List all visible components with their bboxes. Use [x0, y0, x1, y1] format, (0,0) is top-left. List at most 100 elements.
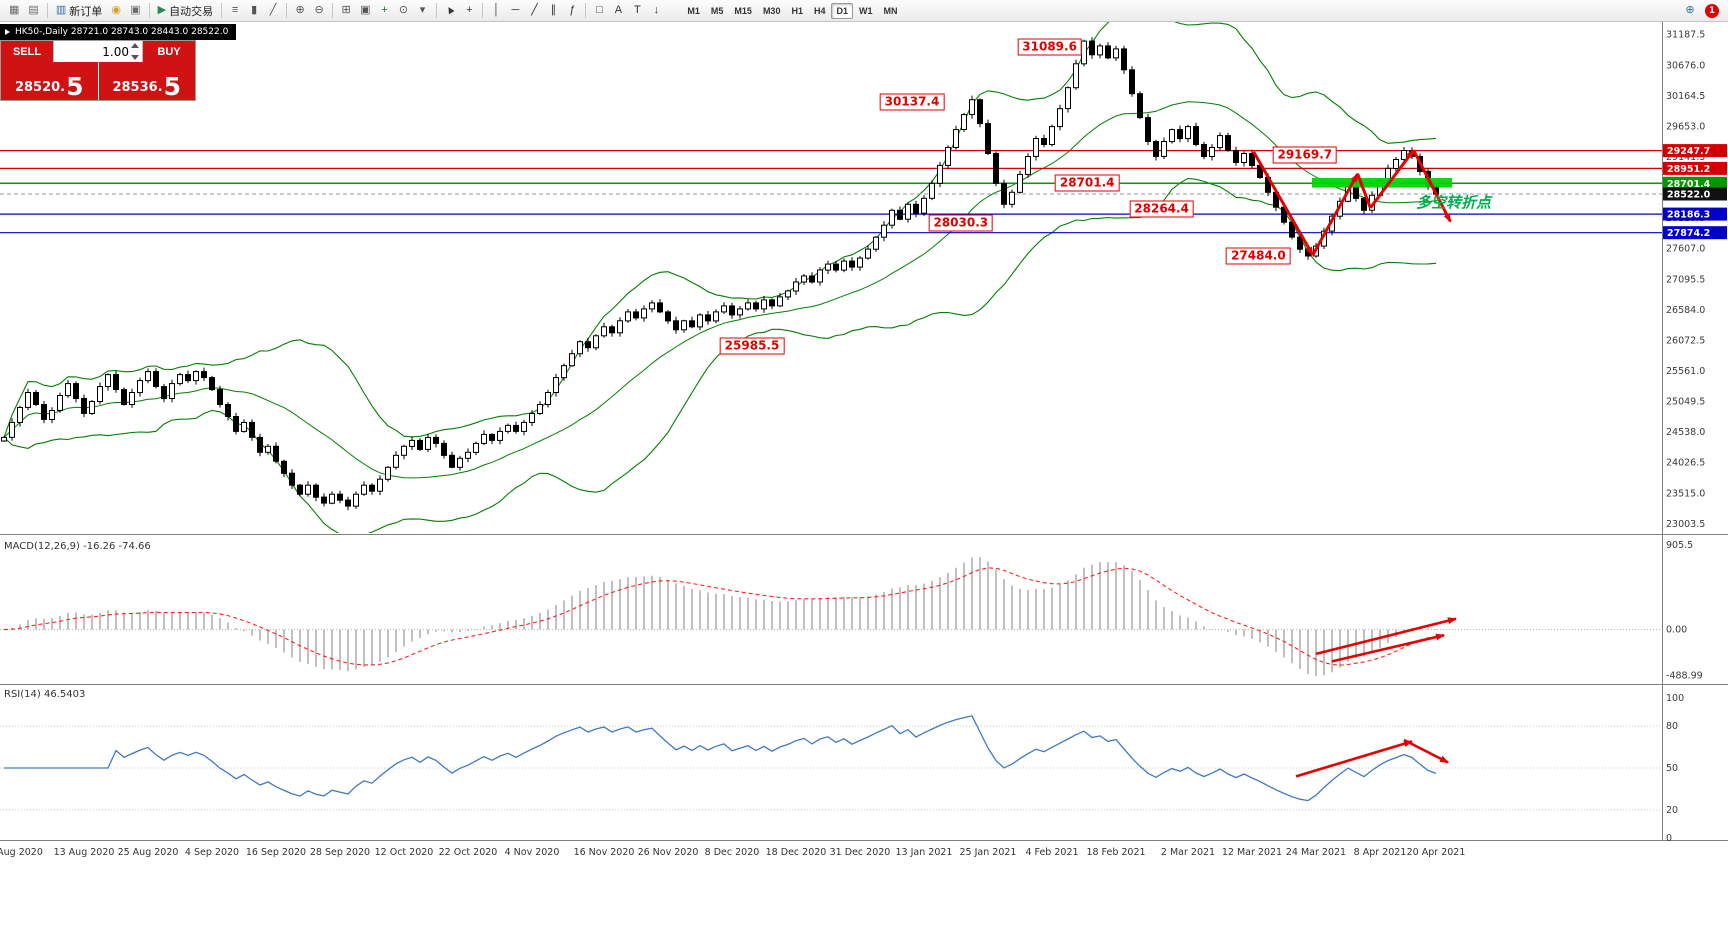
date-axis-label: 2 Mar 2021 [1161, 847, 1215, 858]
toolbar-separator [585, 3, 587, 18]
timeframe-m15-button[interactable]: M15 [729, 3, 757, 19]
toolbar-right-group: ⊕ 1 [1681, 2, 1723, 20]
trend-arrow[interactable] [1315, 617, 1457, 656]
date-axis-label: 31 Dec 2020 [830, 847, 891, 858]
channel-button[interactable]: ∥ [544, 2, 562, 20]
price-axis-tick: 24026.5 [1666, 458, 1705, 469]
trade-panel-controls: SELL 1.00 BUY [1, 41, 195, 62]
trade-panel-prices: 28520. 5 28536. 5 [1, 62, 195, 100]
profiles-button[interactable]: ▤ [24, 2, 42, 20]
search-button[interactable]: ⊕ [1681, 2, 1699, 20]
date-axis-label: Aug 2020 [0, 847, 43, 858]
trendline-icon: ╱ [531, 4, 538, 16]
line-chart-button[interactable]: ╱ [264, 2, 282, 20]
bars-chart-button[interactable]: ≡ [226, 2, 244, 20]
bollinger-bands [3, 22, 1437, 533]
price-chart: 多空转折点 MACD(12,26,9) -16.26 -74.66 RSI(14) … [0, 22, 1728, 858]
zoom-out-button[interactable]: ⊖ [310, 2, 328, 20]
fibonacci-icon: ƒ [569, 4, 576, 16]
hline-icon: ─ [511, 4, 520, 16]
trend-arrow[interactable] [1412, 149, 1452, 223]
arrows-button[interactable]: ↓ [647, 2, 665, 20]
trend-arrow[interactable] [1252, 150, 1315, 256]
date-axis-label: 25 Aug 2020 [118, 847, 179, 858]
timeframe-d1-button[interactable]: D1 [831, 2, 853, 19]
alert-icon: ◉ [111, 4, 122, 16]
chart-title-marker-icon [5, 29, 10, 35]
toolbar-separator [332, 3, 334, 18]
price-axis-tick: 25561.0 [1666, 366, 1705, 377]
sell-price[interactable]: 28520. 5 [1, 62, 99, 100]
price-axis-tick: 27095.5 [1666, 274, 1705, 285]
trend-arrow[interactable] [1311, 172, 1359, 256]
candles-chart-button[interactable]: ▮ [245, 2, 263, 20]
period-clock-button[interactable]: ⊙ [395, 2, 413, 20]
trend-arrow[interactable] [1295, 740, 1413, 778]
price-tag [1663, 207, 1727, 221]
label-button[interactable]: T [628, 2, 646, 20]
date-axis-label: 25 Jan 2021 [960, 847, 1017, 858]
cascade-windows-button[interactable]: ▣ [356, 2, 374, 20]
tile-windows-button[interactable]: ⊞ [337, 2, 355, 20]
timeframe-h4-button[interactable]: H4 [809, 3, 831, 19]
buy-price-main: 28536. [112, 79, 163, 95]
zoom-in-button[interactable]: ⊕ [291, 2, 309, 20]
trend-arrow[interactable] [1356, 173, 1372, 209]
buy-button[interactable]: BUY [143, 41, 195, 62]
toolbar-separator [286, 3, 288, 18]
timeframe-m30-button[interactable]: M30 [758, 3, 786, 19]
cursor-button[interactable]: ▲ [441, 2, 460, 20]
timeframe-h1-button[interactable]: H1 [786, 3, 808, 19]
rsi-pane [0, 715, 1662, 811]
timeframe-m1-button[interactable]: M1 [682, 3, 705, 19]
rsi-label: RSI(14) 46.5403 [4, 689, 85, 700]
rsi-axis-tick: 100 [1666, 693, 1684, 704]
price-axis-tick: 26584.0 [1666, 305, 1705, 316]
new-order-button[interactable]: ▥ 新订单 [52, 2, 106, 20]
auto-trading-button[interactable]: ▶ 自动交易 [154, 2, 217, 20]
toolbar: ▦ ▤ ▥ 新订单 ◉ ▣ ▶ 自动交易 ≡ ▮ ╱ ⊕ ⊖ ⊞ ▣ + ⊙ ▾ ▲ + │ ─ ╱ ∥ ƒ □ A T ↓ M1 M5 M1… [0, 0, 1728, 22]
fibonacci-button[interactable]: ƒ [563, 2, 581, 20]
sell-button[interactable]: SELL [1, 41, 53, 62]
timeframe-w1-button[interactable]: W1 [854, 3, 878, 19]
highlight-zone[interactable] [1312, 178, 1452, 188]
buy-price-big: 5 [163, 71, 182, 101]
indicators-button[interactable]: + [376, 2, 394, 20]
buy-price[interactable]: 28536. 5 [99, 62, 196, 100]
toolbar-separator [46, 3, 48, 18]
date-axis-label: 4 Nov 2020 [505, 847, 560, 858]
volume-decrease-icon[interactable] [131, 55, 139, 60]
templates-button[interactable]: ▾ [414, 2, 432, 20]
new-chart-button[interactable]: ▦ [5, 2, 23, 20]
print-button[interactable]: ▣ [126, 2, 144, 20]
volume-stepper[interactable]: 1.00 [53, 41, 143, 62]
rsi-axis-tick: 50 [1666, 763, 1678, 774]
macd-axis-tick: 0.00 [1666, 625, 1687, 636]
volume-increase-icon[interactable] [131, 43, 139, 48]
shapes-button[interactable]: □ [590, 2, 608, 20]
timeframe-mn-button[interactable]: MN [879, 3, 903, 19]
trendline-button[interactable]: ╱ [525, 2, 543, 20]
price-axis-tick: 30676.0 [1666, 60, 1705, 71]
notification-badge[interactable]: 1 [1705, 3, 1719, 18]
zoom-in-icon: ⊕ [295, 4, 305, 16]
cursor-icon: ▲ [441, 2, 458, 18]
alert-button[interactable]: ◉ [107, 2, 125, 20]
timeframe-m5-button[interactable]: M5 [706, 3, 729, 19]
chart-title-bar: HK50-,Daily 28721.0 28743.0 28443.0 2852… [0, 24, 237, 40]
crosshair-icon: + [466, 4, 473, 16]
trend-arrow[interactable] [1331, 633, 1445, 663]
annotation-text[interactable]: 多空转折点 [1416, 193, 1493, 211]
crosshair-button[interactable]: + [460, 2, 478, 20]
vline-button[interactable]: │ [487, 2, 505, 20]
tile-windows-icon: ⊞ [341, 4, 351, 16]
text-button[interactable]: A [609, 2, 627, 20]
trend-arrow[interactable] [1369, 149, 1415, 209]
chart-title: HK50-,Daily 28721.0 28743.0 28443.0 2852… [15, 27, 229, 37]
price-tag [1663, 176, 1727, 190]
hline-button[interactable]: ─ [506, 2, 524, 20]
rsi-axis-tick: 20 [1666, 805, 1678, 816]
date-axis-label: 16 Nov 2020 [574, 847, 635, 858]
volume-value: 1.00 [102, 44, 129, 59]
trend-arrow[interactable] [1403, 738, 1449, 764]
